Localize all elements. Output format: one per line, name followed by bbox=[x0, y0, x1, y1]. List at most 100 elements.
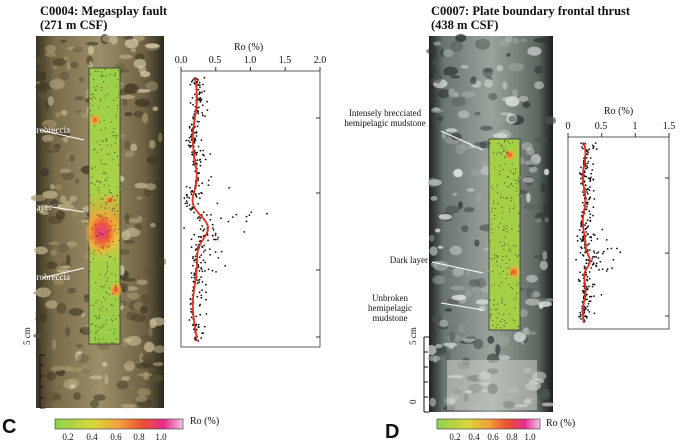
data-point bbox=[196, 125, 199, 128]
ro-speck bbox=[506, 183, 508, 185]
ro-hotspot-d-1 bbox=[504, 149, 516, 161]
rock-clast bbox=[475, 192, 482, 204]
ro-speck bbox=[96, 318, 98, 320]
ro-speck bbox=[507, 249, 510, 252]
data-point bbox=[198, 304, 201, 307]
ro-speck bbox=[105, 163, 107, 165]
ro-speck bbox=[501, 181, 503, 183]
rock-clast bbox=[146, 156, 159, 165]
rock-clast bbox=[50, 184, 55, 190]
data-point bbox=[197, 145, 200, 148]
data-point bbox=[197, 112, 200, 115]
rock-clast bbox=[75, 344, 84, 349]
rock-clast bbox=[63, 56, 69, 61]
rock-clast bbox=[55, 129, 71, 138]
rock-clast bbox=[52, 393, 62, 401]
data-point bbox=[590, 176, 592, 179]
ro-speck bbox=[492, 154, 495, 156]
rock-clast bbox=[102, 35, 113, 43]
ro-speck bbox=[118, 164, 120, 166]
ro-speck bbox=[111, 208, 114, 210]
data-point bbox=[583, 309, 586, 311]
ro-speck bbox=[500, 144, 502, 146]
ro-speck bbox=[111, 342, 113, 344]
data-point bbox=[190, 191, 192, 193]
rock-clast bbox=[534, 212, 549, 222]
data-point bbox=[197, 179, 200, 182]
rock-clast bbox=[136, 279, 148, 286]
ro-speck bbox=[105, 216, 107, 218]
data-point bbox=[593, 198, 596, 200]
rock-clast bbox=[44, 52, 57, 58]
ro-speck bbox=[100, 86, 102, 89]
ro-speck bbox=[97, 186, 99, 189]
ro-speck bbox=[112, 158, 114, 160]
ro-speck bbox=[91, 86, 93, 88]
data-point bbox=[190, 308, 193, 310]
ro-speck bbox=[500, 152, 502, 154]
rock-clast bbox=[140, 334, 149, 341]
ro-speck bbox=[106, 139, 108, 141]
rock-clast bbox=[144, 183, 157, 191]
ro-speck bbox=[96, 85, 98, 87]
data-point bbox=[590, 239, 593, 242]
data-point bbox=[209, 254, 212, 256]
data-point bbox=[211, 223, 214, 226]
ro-speck bbox=[95, 316, 97, 318]
ro-speck bbox=[518, 168, 520, 170]
data-point bbox=[188, 319, 191, 321]
ro-speck bbox=[511, 197, 513, 199]
data-point bbox=[593, 251, 596, 254]
data-point bbox=[201, 281, 204, 283]
ro-speck bbox=[106, 254, 108, 256]
data-point bbox=[185, 139, 188, 142]
ro-speck bbox=[517, 177, 519, 179]
ro-speck bbox=[116, 315, 118, 317]
ro-speck bbox=[511, 271, 513, 273]
data-point bbox=[228, 186, 231, 189]
rock-clast bbox=[66, 367, 83, 372]
rock-clast bbox=[52, 339, 57, 350]
rock-clast bbox=[506, 52, 511, 57]
rock-clast bbox=[75, 178, 80, 185]
data-point bbox=[601, 252, 604, 255]
ro-speck bbox=[99, 232, 101, 234]
data-point bbox=[214, 238, 217, 241]
ro-speck bbox=[116, 113, 118, 115]
ro-speck bbox=[493, 299, 495, 301]
data-point bbox=[188, 197, 191, 199]
ro-speck bbox=[502, 255, 504, 258]
ro-speck bbox=[93, 251, 95, 253]
data-point bbox=[213, 238, 215, 241]
rock-clast bbox=[44, 44, 56, 54]
colorbar-c-tick-1: 0.4 bbox=[86, 432, 98, 442]
data-point bbox=[198, 256, 201, 259]
rock-clast bbox=[465, 269, 471, 276]
ro-speck bbox=[511, 228, 513, 230]
data-point bbox=[580, 177, 582, 180]
rock-clast bbox=[130, 143, 138, 152]
data-point bbox=[191, 79, 194, 82]
data-point bbox=[592, 189, 595, 192]
ro-speck bbox=[115, 137, 117, 139]
data-point bbox=[196, 80, 199, 83]
data-point bbox=[186, 196, 189, 199]
rock-clast bbox=[435, 228, 441, 233]
ro-speck bbox=[104, 284, 106, 286]
ro-speck bbox=[501, 282, 503, 284]
rock-clast bbox=[512, 38, 520, 45]
data-point bbox=[581, 191, 584, 193]
data-point bbox=[198, 270, 201, 272]
data-point bbox=[589, 220, 592, 223]
rock-clast bbox=[35, 287, 51, 298]
data-point bbox=[586, 205, 588, 208]
ro-speck bbox=[115, 341, 117, 343]
ro-speck bbox=[502, 150, 504, 152]
ro-speck bbox=[506, 225, 508, 227]
rock-clast bbox=[528, 166, 538, 173]
ro-speck bbox=[507, 251, 509, 253]
ro-speck bbox=[105, 342, 107, 344]
ro-speck bbox=[96, 143, 98, 145]
rock-clast bbox=[133, 111, 145, 118]
rock-clast bbox=[66, 241, 77, 248]
